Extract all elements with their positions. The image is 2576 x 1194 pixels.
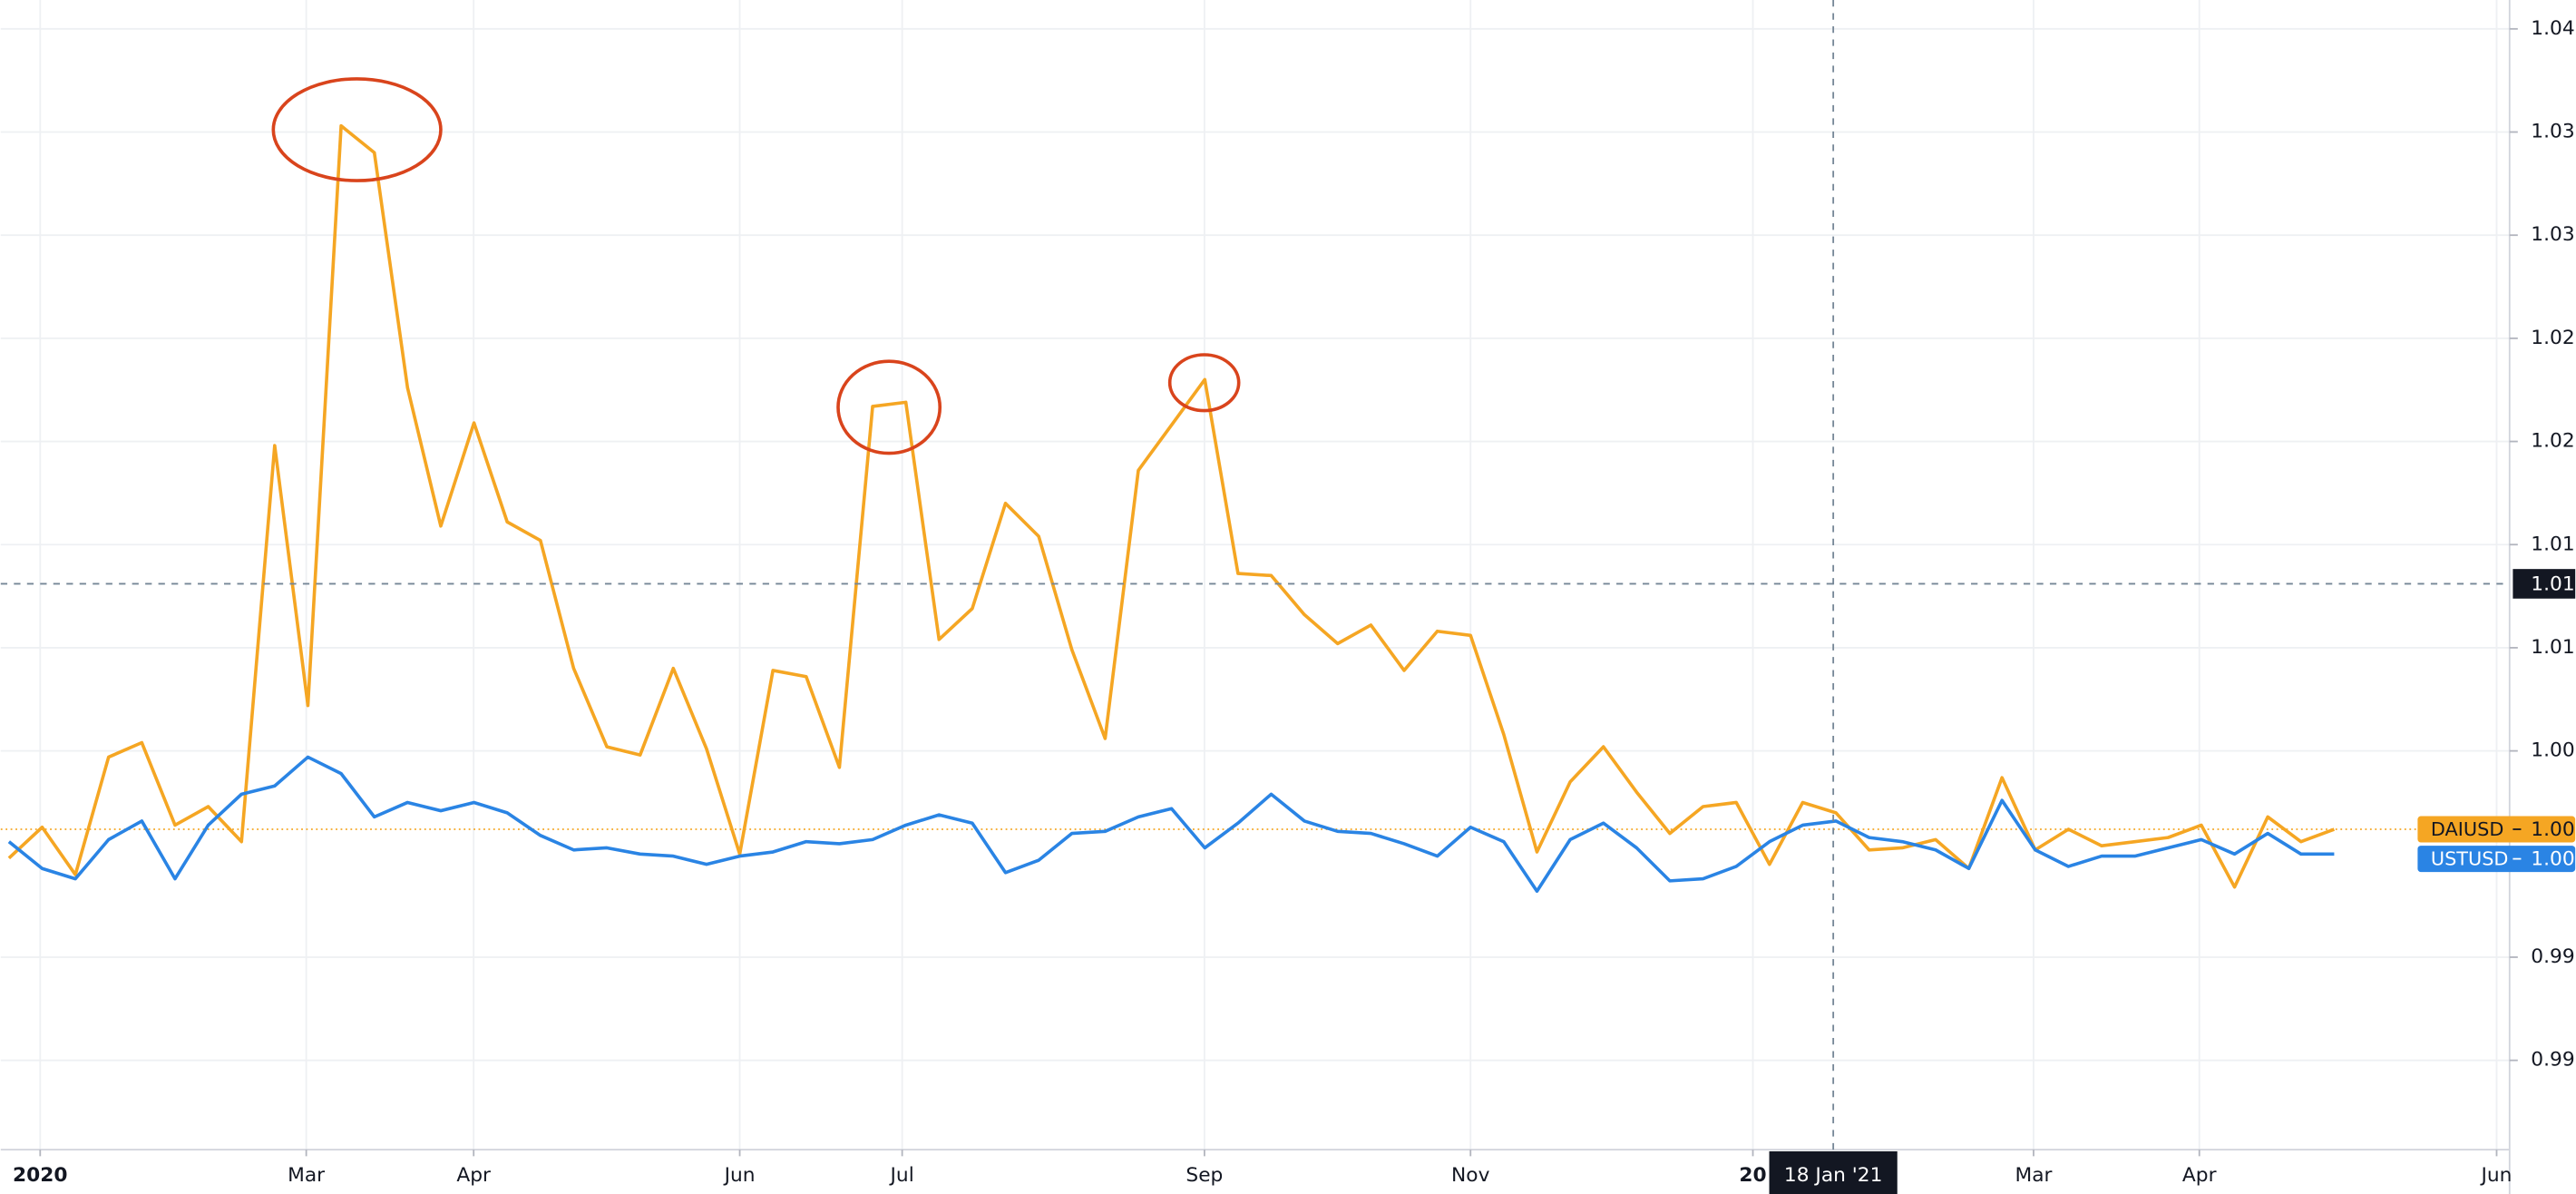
y-tick-label: 1.03 <box>2531 223 2574 246</box>
x-tick-label: Jul <box>889 1164 914 1187</box>
x-tick-label: Mar <box>288 1164 325 1187</box>
x-tick-label: 20 <box>1739 1164 1766 1187</box>
x-tick-label: Jun <box>2480 1164 2513 1187</box>
price-label: 1.00 <box>2531 818 2574 841</box>
price-label: 1.00 <box>2531 848 2574 871</box>
y-tick-label: 1.00 <box>2531 739 2574 762</box>
y-tick-label: 1.02 <box>2531 430 2574 453</box>
grid <box>0 0 2510 1150</box>
x-tick-label: Mar <box>2015 1164 2052 1187</box>
series-line <box>7 123 2336 889</box>
x-tick-label: Apr <box>456 1164 491 1187</box>
annotation-ellipse <box>836 359 942 455</box>
x-tick-label: Jun <box>723 1164 756 1187</box>
price-label-box <box>2417 846 2576 873</box>
crosshair-x-label: 18 Jan '21 <box>1784 1164 1883 1187</box>
x-tick-label: 2020 <box>13 1164 67 1187</box>
y-tick-label: 1.01 <box>2531 636 2574 659</box>
price-label-box <box>2417 816 2576 843</box>
annotation-ellipse <box>271 77 443 182</box>
y-tick-label: 0.99 <box>2531 1049 2574 1072</box>
series-line <box>7 755 2335 894</box>
annotation-ellipse <box>1167 353 1241 413</box>
y-tick-label: 1.03 <box>2531 121 2574 143</box>
y-tick-label: 1.04 <box>2531 17 2574 40</box>
legend-label: DAIUSD <box>2431 818 2503 840</box>
y-tick-label: 1.02 <box>2531 327 2574 349</box>
crosshair-y-label-box <box>2513 569 2576 599</box>
crosshair-x-label-box <box>1769 1150 1898 1194</box>
x-tick-label: Sep <box>1186 1164 1223 1187</box>
x-tick-label: Apr <box>2182 1164 2217 1187</box>
crosshair-y-label: 1.01 <box>2531 573 2574 595</box>
annotations <box>271 77 1241 455</box>
plot <box>0 123 2510 894</box>
legend-label: USTUSD <box>2431 848 2509 870</box>
x-tick-label: Nov <box>1451 1164 1490 1187</box>
y-tick-label: 0.99 <box>2531 945 2574 968</box>
y-tick-label: 1.01 <box>2531 533 2574 555</box>
